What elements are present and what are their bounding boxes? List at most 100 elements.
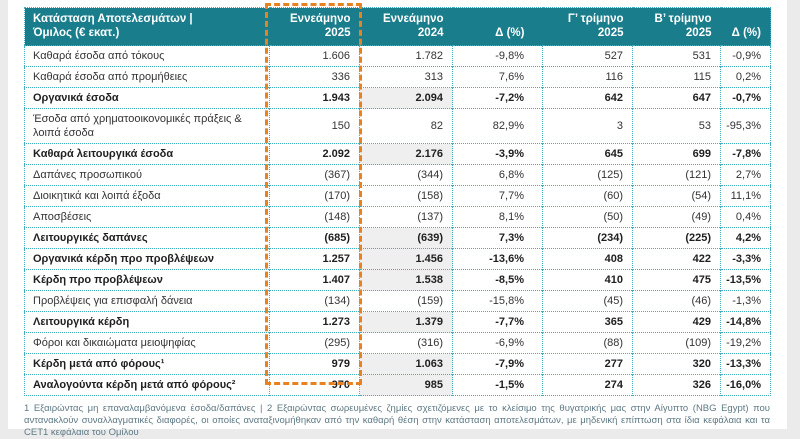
cell-nine-month-2024: 1.782 xyxy=(359,45,453,67)
cell-nine-month-2024: 1.456 xyxy=(359,248,453,270)
cell-nine-month-2025: 336 xyxy=(269,66,360,88)
column-header-delta-yoy: Δ (%) xyxy=(452,7,543,46)
cell-nine-month-2025: 1.257 xyxy=(269,248,360,270)
cell-delta-yoy: 7,6% xyxy=(452,66,543,88)
table-row: Έσοδα από χρηματοοικονομικές πράξεις & λ… xyxy=(24,108,771,144)
cell-q2-2025: 320 xyxy=(632,353,721,375)
cell-nine-month-2025: (685) xyxy=(269,227,360,249)
cell-delta-yoy: -9,8% xyxy=(452,45,543,67)
cell-nine-month-2024: 313 xyxy=(359,66,453,88)
column-header-delta-qoq: Δ (%) xyxy=(720,7,771,46)
cell-delta-yoy: 7,3% xyxy=(452,227,543,249)
cell-q3-2025: (60) xyxy=(542,185,633,207)
cell-q2-2025: (49) xyxy=(632,206,721,228)
row-label: Κέρδη μετά από φόρους¹ xyxy=(24,353,270,375)
table-row: Καθαρά έσοδα από προμήθειες 336 313 7,6% 116… xyxy=(24,66,771,88)
cell-q3-2025: 645 xyxy=(542,143,633,165)
cell-delta-yoy: -8,5% xyxy=(452,269,543,291)
cell-delta-yoy: -15,8% xyxy=(452,290,543,312)
cell-q3-2025: 116 xyxy=(542,66,633,88)
cell-delta-qoq: 4,2% xyxy=(720,227,771,249)
row-label: Διοικητικά και λοιπά έξοδα xyxy=(24,185,270,207)
cell-delta-qoq: 2,7% xyxy=(720,164,771,186)
table-row: Διοικητικά και λοιπά έξοδα (170) (158) 7,7%… xyxy=(24,185,771,207)
row-label: Δαπάνες προσωπικού xyxy=(24,164,270,186)
row-label: Λειτουργικές δαπάνες xyxy=(24,227,270,249)
cell-delta-qoq: -95,3% xyxy=(720,108,771,144)
cell-delta-qoq: -14,8% xyxy=(720,311,771,333)
cell-q2-2025: (46) xyxy=(632,290,721,312)
cell-nine-month-2025: 1.273 xyxy=(269,311,360,333)
cell-nine-month-2024: 82 xyxy=(359,108,453,144)
cell-delta-qoq: 0,2% xyxy=(720,66,771,88)
row-label: Καθαρά λειτουργικά έσοδα xyxy=(24,143,270,165)
cell-q2-2025: 326 xyxy=(632,374,721,396)
table-header: Κατάσταση Αποτελεσμάτων | Όμιλος (€ εκατ… xyxy=(24,7,771,46)
cell-q2-2025: 647 xyxy=(632,87,721,109)
results-table: Κατάσταση Αποτελεσμάτων | Όμιλος (€ εκατ… xyxy=(24,7,771,396)
cell-delta-qoq: -1,3% xyxy=(720,290,771,312)
cell-nine-month-2025: 2.092 xyxy=(269,143,360,165)
header-row: Κατάσταση Αποτελεσμάτων | Όμιλος (€ εκατ… xyxy=(24,7,771,46)
cell-nine-month-2025: 1.943 xyxy=(269,87,360,109)
cell-nine-month-2024: (159) xyxy=(359,290,453,312)
cell-q2-2025: (109) xyxy=(632,332,721,354)
cell-delta-yoy: -1,5% xyxy=(452,374,543,396)
row-label: Φόροι και δικαιώματα μειοψηφίας xyxy=(24,332,270,354)
cell-nine-month-2025: (134) xyxy=(269,290,360,312)
table-row: Δαπάνες προσωπικού (367) (344) 6,8% (125) (12… xyxy=(24,164,771,186)
row-label: Οργανικά έσοδα xyxy=(24,87,270,109)
cell-delta-qoq: -16,0% xyxy=(720,374,771,396)
table-row: Οργανικά έσοδα 1.943 2.094 -7,2% 642 647 -0,7% xyxy=(24,87,771,109)
cell-q2-2025: (121) xyxy=(632,164,721,186)
cell-nine-month-2024: 2.094 xyxy=(359,87,453,109)
cell-nine-month-2025: 979 xyxy=(269,353,360,375)
cell-delta-yoy: -6,9% xyxy=(452,332,543,354)
cell-nine-month-2024: 1.538 xyxy=(359,269,453,291)
cell-delta-yoy: -7,7% xyxy=(452,311,543,333)
cell-delta-yoy: 7,7% xyxy=(452,185,543,207)
table-row: Καθαρά λειτουργικά έσοδα 2.092 2.176 -3,9% 6… xyxy=(24,143,771,165)
content-card: Κατάσταση Αποτελεσμάτων | Όμιλος (€ εκατ… xyxy=(8,0,787,438)
cell-q2-2025: 53 xyxy=(632,108,721,144)
cell-delta-yoy: 82,9% xyxy=(452,108,543,144)
cell-q3-2025: 527 xyxy=(542,45,633,67)
cell-nine-month-2024: 1.379 xyxy=(359,311,453,333)
cell-nine-month-2025: (148) xyxy=(269,206,360,228)
cell-q3-2025: 642 xyxy=(542,87,633,109)
cell-delta-qoq: -0,7% xyxy=(720,87,771,109)
cell-nine-month-2024: (158) xyxy=(359,185,453,207)
cell-nine-month-2024: 985 xyxy=(359,374,453,396)
footnote: 1 Εξαιρώντας μη επαναλαμβανόμενα έσοδα/δ… xyxy=(24,403,770,438)
column-header-q3-2025: Γ’ τρίμηνο 2025 xyxy=(542,7,633,46)
cell-delta-qoq: -0,9% xyxy=(720,45,771,67)
column-header-nine-month-2024: Εννεάμηνο 2024 xyxy=(359,7,453,46)
cell-delta-qoq: 11,1% xyxy=(720,185,771,207)
row-label: Καθαρά έσοδα από τόκους xyxy=(24,45,270,67)
cell-q2-2025: 531 xyxy=(632,45,721,67)
cell-q3-2025: (234) xyxy=(542,227,633,249)
cell-nine-month-2024: (344) xyxy=(359,164,453,186)
results-table-area: Κατάσταση Αποτελεσμάτων | Όμιλος (€ εκατ… xyxy=(24,3,771,396)
cell-delta-qoq: -3,3% xyxy=(720,248,771,270)
cell-q2-2025: 475 xyxy=(632,269,721,291)
cell-delta-yoy: -7,9% xyxy=(452,353,543,375)
table-row: Κέρδη προ προβλέψεων 1.407 1.538 -8,5% 410 47… xyxy=(24,269,771,291)
cell-nine-month-2024: (639) xyxy=(359,227,453,249)
row-label: Αποσβέσεις xyxy=(24,206,270,228)
cell-q3-2025: 365 xyxy=(542,311,633,333)
cell-delta-qoq: -7,8% xyxy=(720,143,771,165)
cell-delta-qoq: -19,2% xyxy=(720,332,771,354)
cell-nine-month-2025: (295) xyxy=(269,332,360,354)
column-header-q2-2025: Β’ τρίμηνο 2025 xyxy=(632,7,721,46)
cell-nine-month-2024: 2.176 xyxy=(359,143,453,165)
table-row: Λειτουργικές δαπάνες (685) (639) 7,3% (234)(… xyxy=(24,227,771,249)
cell-q2-2025: 699 xyxy=(632,143,721,165)
row-label: Κέρδη προ προβλέψεων xyxy=(24,269,270,291)
table-row: Λειτουργικά κέρδη 1.273 1.379 -7,7% 365 429 -1… xyxy=(24,311,771,333)
row-label: Προβλέψεις για επισφαλή δάνεια xyxy=(24,290,270,312)
cell-nine-month-2025: 150 xyxy=(269,108,360,144)
table-body: Καθαρά έσοδα από τόκους 1.606 1.782 -9,8% 52… xyxy=(24,45,771,396)
cell-q3-2025: (45) xyxy=(542,290,633,312)
cell-q2-2025: 429 xyxy=(632,311,721,333)
